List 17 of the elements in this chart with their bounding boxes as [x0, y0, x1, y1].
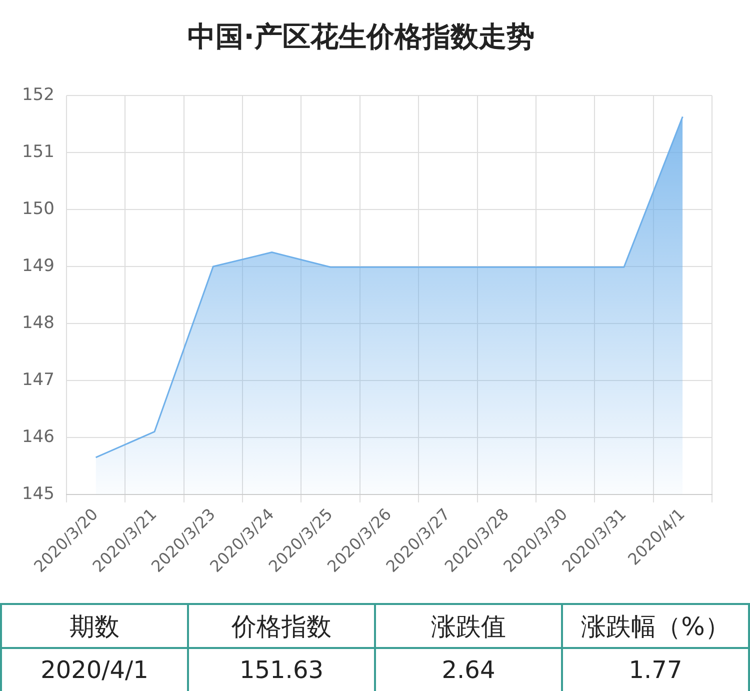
- y-tick-label: 151: [22, 142, 54, 162]
- y-tick-label: 145: [22, 484, 54, 504]
- y-tick-label: 149: [22, 256, 54, 276]
- text: 151.63: [188, 648, 375, 691]
- y-tick-label: 148: [22, 312, 54, 333]
- text: 价格指数: [188, 604, 375, 648]
- text: 涨跌幅（%）: [562, 604, 749, 648]
- y-tick-label: 150: [22, 198, 54, 219]
- chart-title: 中国·产区花生价格指数走势: [188, 20, 534, 54]
- y-tick-label: 152: [22, 85, 54, 106]
- text: 涨跌值: [375, 604, 562, 648]
- text: 2020/4/1: [1, 648, 188, 691]
- text: 期数: [1, 604, 188, 648]
- text: 2.64: [375, 648, 562, 691]
- y-tick-label: 146: [22, 426, 54, 447]
- y-tick-label: 147: [22, 370, 54, 390]
- text: 1.77: [562, 648, 749, 691]
